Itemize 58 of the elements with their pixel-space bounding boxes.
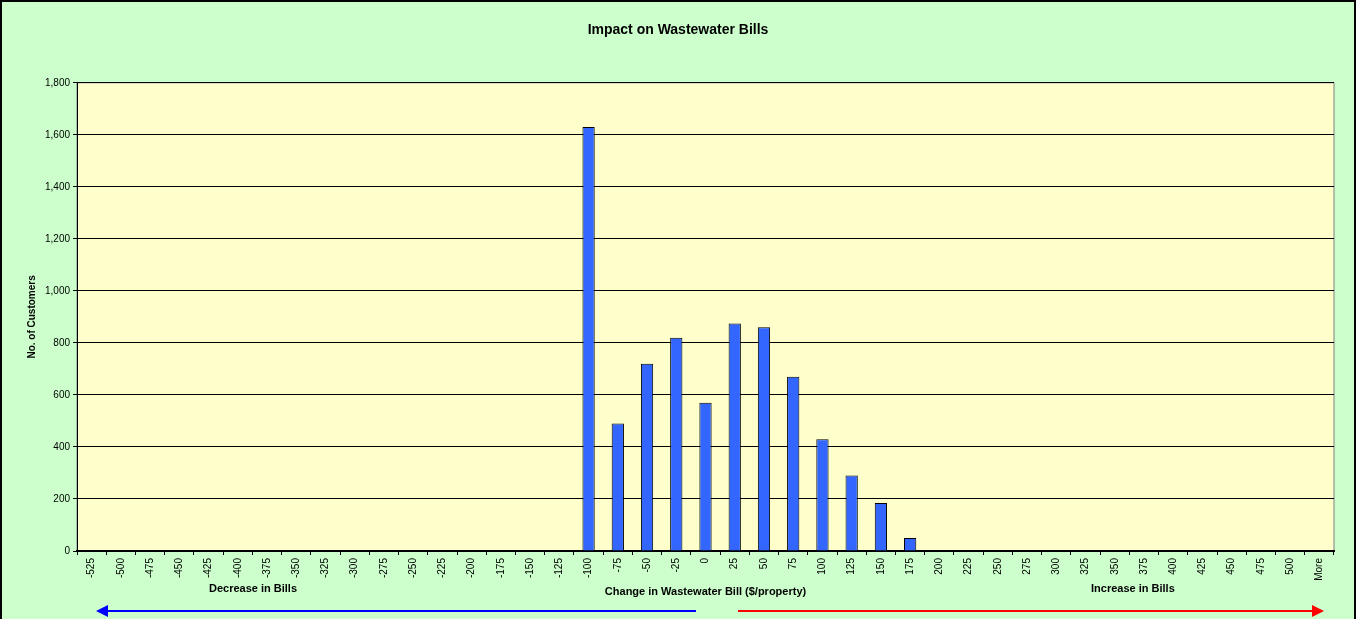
x-tick-label: 200 xyxy=(933,557,945,575)
y-tick-label: 1,000 xyxy=(44,284,71,296)
x-tick-label: More xyxy=(1313,557,1325,581)
x-tick-label: -75 xyxy=(611,557,623,573)
x-tick-label: 75 xyxy=(786,557,798,570)
chart-title: Impact on Wastewater Bills xyxy=(587,21,769,38)
x-tick-label: 350 xyxy=(1108,557,1120,575)
y-tick-label: 1,600 xyxy=(44,128,71,140)
x-tick-label: -25 xyxy=(670,557,682,573)
x-tick-label: 125 xyxy=(845,557,857,575)
x-tick-label: -150 xyxy=(523,557,535,579)
x-tick-label: -275 xyxy=(377,557,389,579)
x-tick-label: -225 xyxy=(436,557,448,579)
x-tick-label: -50 xyxy=(640,557,652,573)
text: Decrease in Bills xyxy=(208,582,298,595)
y-tick-label: 1,400 xyxy=(44,180,71,192)
x-tick-label: 175 xyxy=(903,557,915,575)
x-tick-label: -175 xyxy=(494,557,506,579)
x-tick-label: 250 xyxy=(991,557,1003,575)
x-tick-label: 500 xyxy=(1283,557,1295,575)
x-tick-label: -450 xyxy=(173,557,185,579)
y-tick-label: 1,200 xyxy=(44,232,71,244)
x-tick-label: -100 xyxy=(582,557,594,579)
x-tick-label: -250 xyxy=(406,557,418,579)
x-tick-label: 275 xyxy=(1020,557,1032,575)
x-tick-label: -525 xyxy=(85,557,97,579)
x-tick-label: -375 xyxy=(260,557,272,579)
y-axis-title: No. of Customers xyxy=(25,274,37,359)
text: Increase in Bills xyxy=(1091,582,1175,595)
x-tick-label: -200 xyxy=(465,557,477,579)
x-tick-label: -425 xyxy=(202,557,214,579)
x-tick-label: -500 xyxy=(114,557,126,579)
x-tick-label: 425 xyxy=(1196,557,1208,575)
y-tick-label: 800 xyxy=(53,336,71,348)
x-tick-label: 300 xyxy=(1050,557,1062,575)
x-tick-label: 150 xyxy=(874,557,886,575)
x-tick-label: 0 xyxy=(699,557,711,564)
x-tick-label: -400 xyxy=(231,557,243,579)
x-tick-label: -125 xyxy=(553,557,565,579)
x-tick-label: 475 xyxy=(1254,557,1266,575)
y-tick-label: 1,800 xyxy=(44,76,71,88)
x-tick-label: -475 xyxy=(143,557,155,579)
y-tick-label: 600 xyxy=(53,388,71,400)
y-tick-label: 200 xyxy=(53,492,71,504)
y-tick-label: 400 xyxy=(53,440,71,452)
x-tick-label: 325 xyxy=(1079,557,1091,575)
x-tick-label: 225 xyxy=(962,557,974,575)
x-tick-label: 50 xyxy=(757,557,769,570)
y-tick-label: 0 xyxy=(64,544,71,556)
x-tick-label: 450 xyxy=(1225,557,1237,575)
x-tick-label: -300 xyxy=(348,557,360,579)
x-tick-label: 100 xyxy=(816,557,828,575)
x-tick-label: -325 xyxy=(319,557,331,579)
x-axis-title: Change in Wastewater Bill ($/property) xyxy=(604,585,807,598)
x-tick-label: 375 xyxy=(1137,557,1149,575)
x-tick-label: 400 xyxy=(1166,557,1178,575)
x-tick-label: 25 xyxy=(728,557,740,570)
x-tick-label: -350 xyxy=(290,557,302,579)
